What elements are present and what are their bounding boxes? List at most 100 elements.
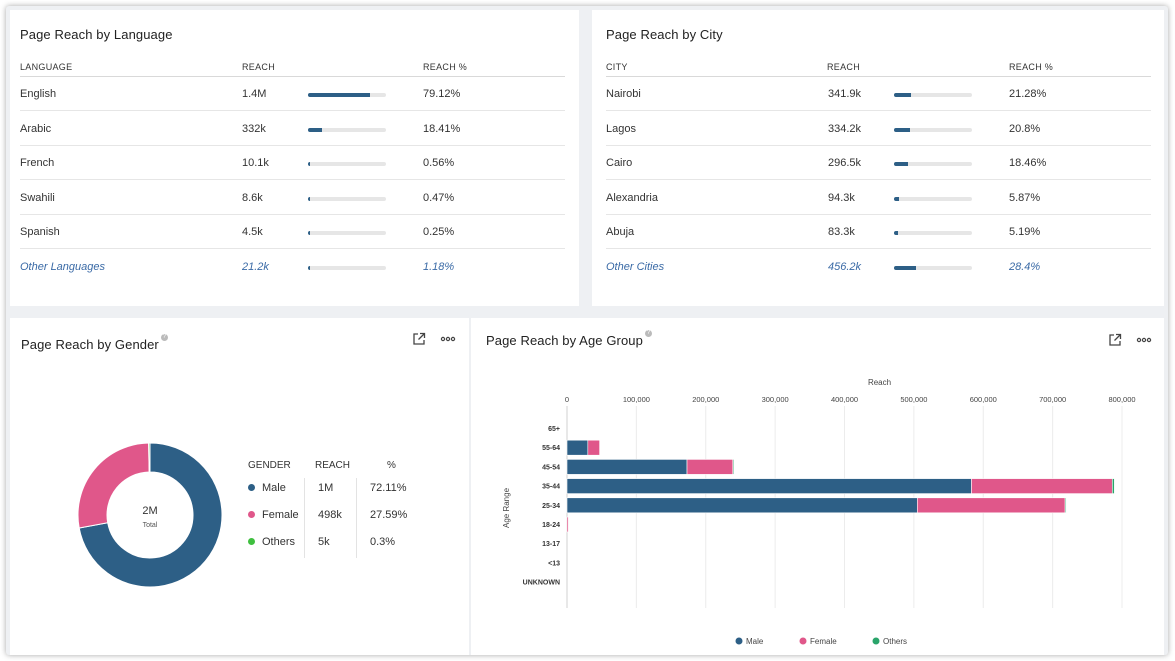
row-reach-pct: 5.87%	[1009, 191, 1041, 204]
row-reach-pct: 28.4%	[1009, 261, 1041, 273]
reach-bar-fill	[894, 162, 909, 167]
column-header-reach-pct[interactable]: REACH %	[1009, 62, 1054, 72]
gender-card: Page Reach by Gender? 2M Total GENDER RE…	[10, 318, 469, 655]
y-axis-title: Age Range	[502, 487, 511, 528]
age-group-bar-chart: Reach 0 100,000 200,000 300,000 400,000 500,00…	[502, 378, 1136, 646]
card-title: Page Reach by Language	[20, 27, 173, 42]
row-label: Abuja	[606, 226, 635, 239]
bar-segment-male[interactable]	[566, 459, 688, 475]
y-tick-label: 65+	[548, 426, 560, 433]
bar-segment-others[interactable]	[732, 459, 735, 475]
card-title: Page Reach by Age Group?	[486, 330, 652, 348]
column-header-gender[interactable]: GENDER	[248, 460, 291, 471]
more-options-icon[interactable]	[1136, 333, 1152, 350]
legend-label[interactable]: Female	[810, 637, 837, 646]
gender-reach: 1M	[318, 482, 334, 494]
open-external-icon[interactable]	[412, 332, 426, 349]
row-reach: 332k	[242, 122, 266, 135]
table-row: Lagos 334.2k 20.8%	[606, 112, 1151, 146]
row-reach-pct: 21.28%	[1009, 88, 1047, 100]
reach-bar	[894, 196, 972, 201]
y-tick-label: 45-54	[542, 464, 560, 471]
donut-center-value: 2M	[142, 505, 157, 517]
row-reach-pct: 79.12%	[423, 88, 461, 100]
bar-segment-male[interactable]	[566, 478, 972, 494]
bar-segment-female[interactable]	[587, 439, 600, 456]
column-header-city[interactable]: CITY	[606, 62, 628, 72]
row-reach-pct: 0.56%	[423, 157, 455, 170]
y-tick-label: UNKNOWN	[523, 580, 560, 587]
donut-slice-others[interactable]	[148, 442, 151, 473]
row-reach: 296.5k	[828, 157, 862, 170]
legend-label[interactable]: Others	[883, 637, 907, 646]
column-header-reach[interactable]: REACH	[315, 460, 351, 471]
x-tick-label: 400,000	[831, 395, 858, 404]
row-reach: 4.5k	[242, 226, 263, 239]
column-header-pct[interactable]: %	[387, 460, 396, 471]
donut-slice-female[interactable]	[77, 442, 150, 529]
gender-label: Others	[262, 536, 296, 548]
column-divider	[304, 478, 305, 558]
bar-segment-others[interactable]	[1064, 497, 1067, 514]
table-row: Cairo 296.5k 18.46%	[606, 146, 1151, 181]
reach-bar-fill	[308, 196, 310, 201]
reach-bar-fill	[308, 266, 310, 270]
bar-segment-male[interactable]	[566, 497, 918, 514]
reach-bar	[894, 127, 972, 132]
info-icon[interactable]: ?	[644, 330, 652, 337]
y-tick-label: 35-44	[542, 484, 560, 491]
legend-dot-icon	[248, 538, 255, 545]
x-tick-label: 0	[565, 395, 569, 404]
y-tick-label: 55-64	[542, 445, 560, 452]
reach-bar	[308, 162, 386, 167]
dashboard: Page Reach by Language LANGUAGE REACH RE…	[6, 6, 1168, 655]
row-label: Spanish	[20, 226, 60, 239]
more-options-icon[interactable]	[440, 332, 456, 349]
row-reach-pct: 20.8%	[1009, 122, 1041, 135]
reach-bar-fill	[308, 93, 370, 97]
table-row: French 10.1k 0.56%	[20, 146, 565, 181]
y-tick-label: 13-17	[542, 541, 560, 548]
gender-pct: 72.11%	[370, 482, 407, 494]
row-reach-pct: 0.25%	[423, 226, 455, 239]
row-reach-pct: 18.46%	[1009, 157, 1047, 170]
table-row: English 1.4M 79.12%	[20, 77, 565, 111]
row-reach-pct: 5.19%	[1009, 226, 1041, 239]
open-external-icon[interactable]	[1108, 333, 1122, 350]
table-row: Other Cities 456.2k 28.4%	[606, 250, 1151, 284]
age-group-card: Page Reach by Age Group? Reach 0 100,000 20…	[471, 318, 1164, 655]
bar-segment-others[interactable]	[1111, 478, 1115, 494]
donut-slice-male[interactable]	[78, 442, 223, 588]
x-tick-label: 100,000	[623, 395, 650, 404]
column-header-language[interactable]: LANGUAGE	[20, 62, 73, 72]
info-icon[interactable]: ?	[160, 334, 168, 341]
card-title-text: Page Reach by Age Group	[486, 333, 643, 348]
bar-segment-male[interactable]	[566, 439, 589, 456]
donut-center-label: Total	[143, 522, 158, 529]
row-label: Other Cities	[606, 261, 665, 273]
gender-pct: 27.59%	[370, 509, 408, 521]
column-header-reach-pct[interactable]: REACH %	[423, 62, 468, 72]
bar-segment-female[interactable]	[917, 497, 1066, 514]
x-tick-label: 700,000	[1039, 395, 1066, 404]
gender-pct: 0.3%	[370, 536, 396, 548]
row-reach-pct: 18.41%	[423, 122, 461, 135]
column-header-reach[interactable]: REACH	[827, 62, 861, 72]
gender-label: Male	[262, 482, 286, 494]
row-reach: 21.2k	[242, 261, 269, 273]
row-label: English	[20, 88, 57, 100]
column-header-reach[interactable]: REACH	[242, 62, 276, 72]
table-row: Arabic 332k 18.41%	[20, 112, 565, 146]
x-axis-title: Reach	[868, 378, 891, 387]
bar-segment-female[interactable]	[566, 516, 569, 533]
legend-label[interactable]: Male	[746, 637, 764, 646]
legend-dot-icon	[735, 637, 743, 645]
row-reach: 334.2k	[828, 122, 862, 135]
row-reach: 1.4M	[242, 88, 267, 100]
row-label: Alexandria	[606, 191, 658, 204]
row-reach: 83.3k	[828, 226, 855, 239]
language-card: Page Reach by Language LANGUAGE REACH RE…	[10, 10, 579, 306]
bar-segment-female[interactable]	[971, 478, 1113, 494]
bar-segment-female[interactable]	[686, 459, 734, 475]
reach-bar	[308, 231, 386, 236]
